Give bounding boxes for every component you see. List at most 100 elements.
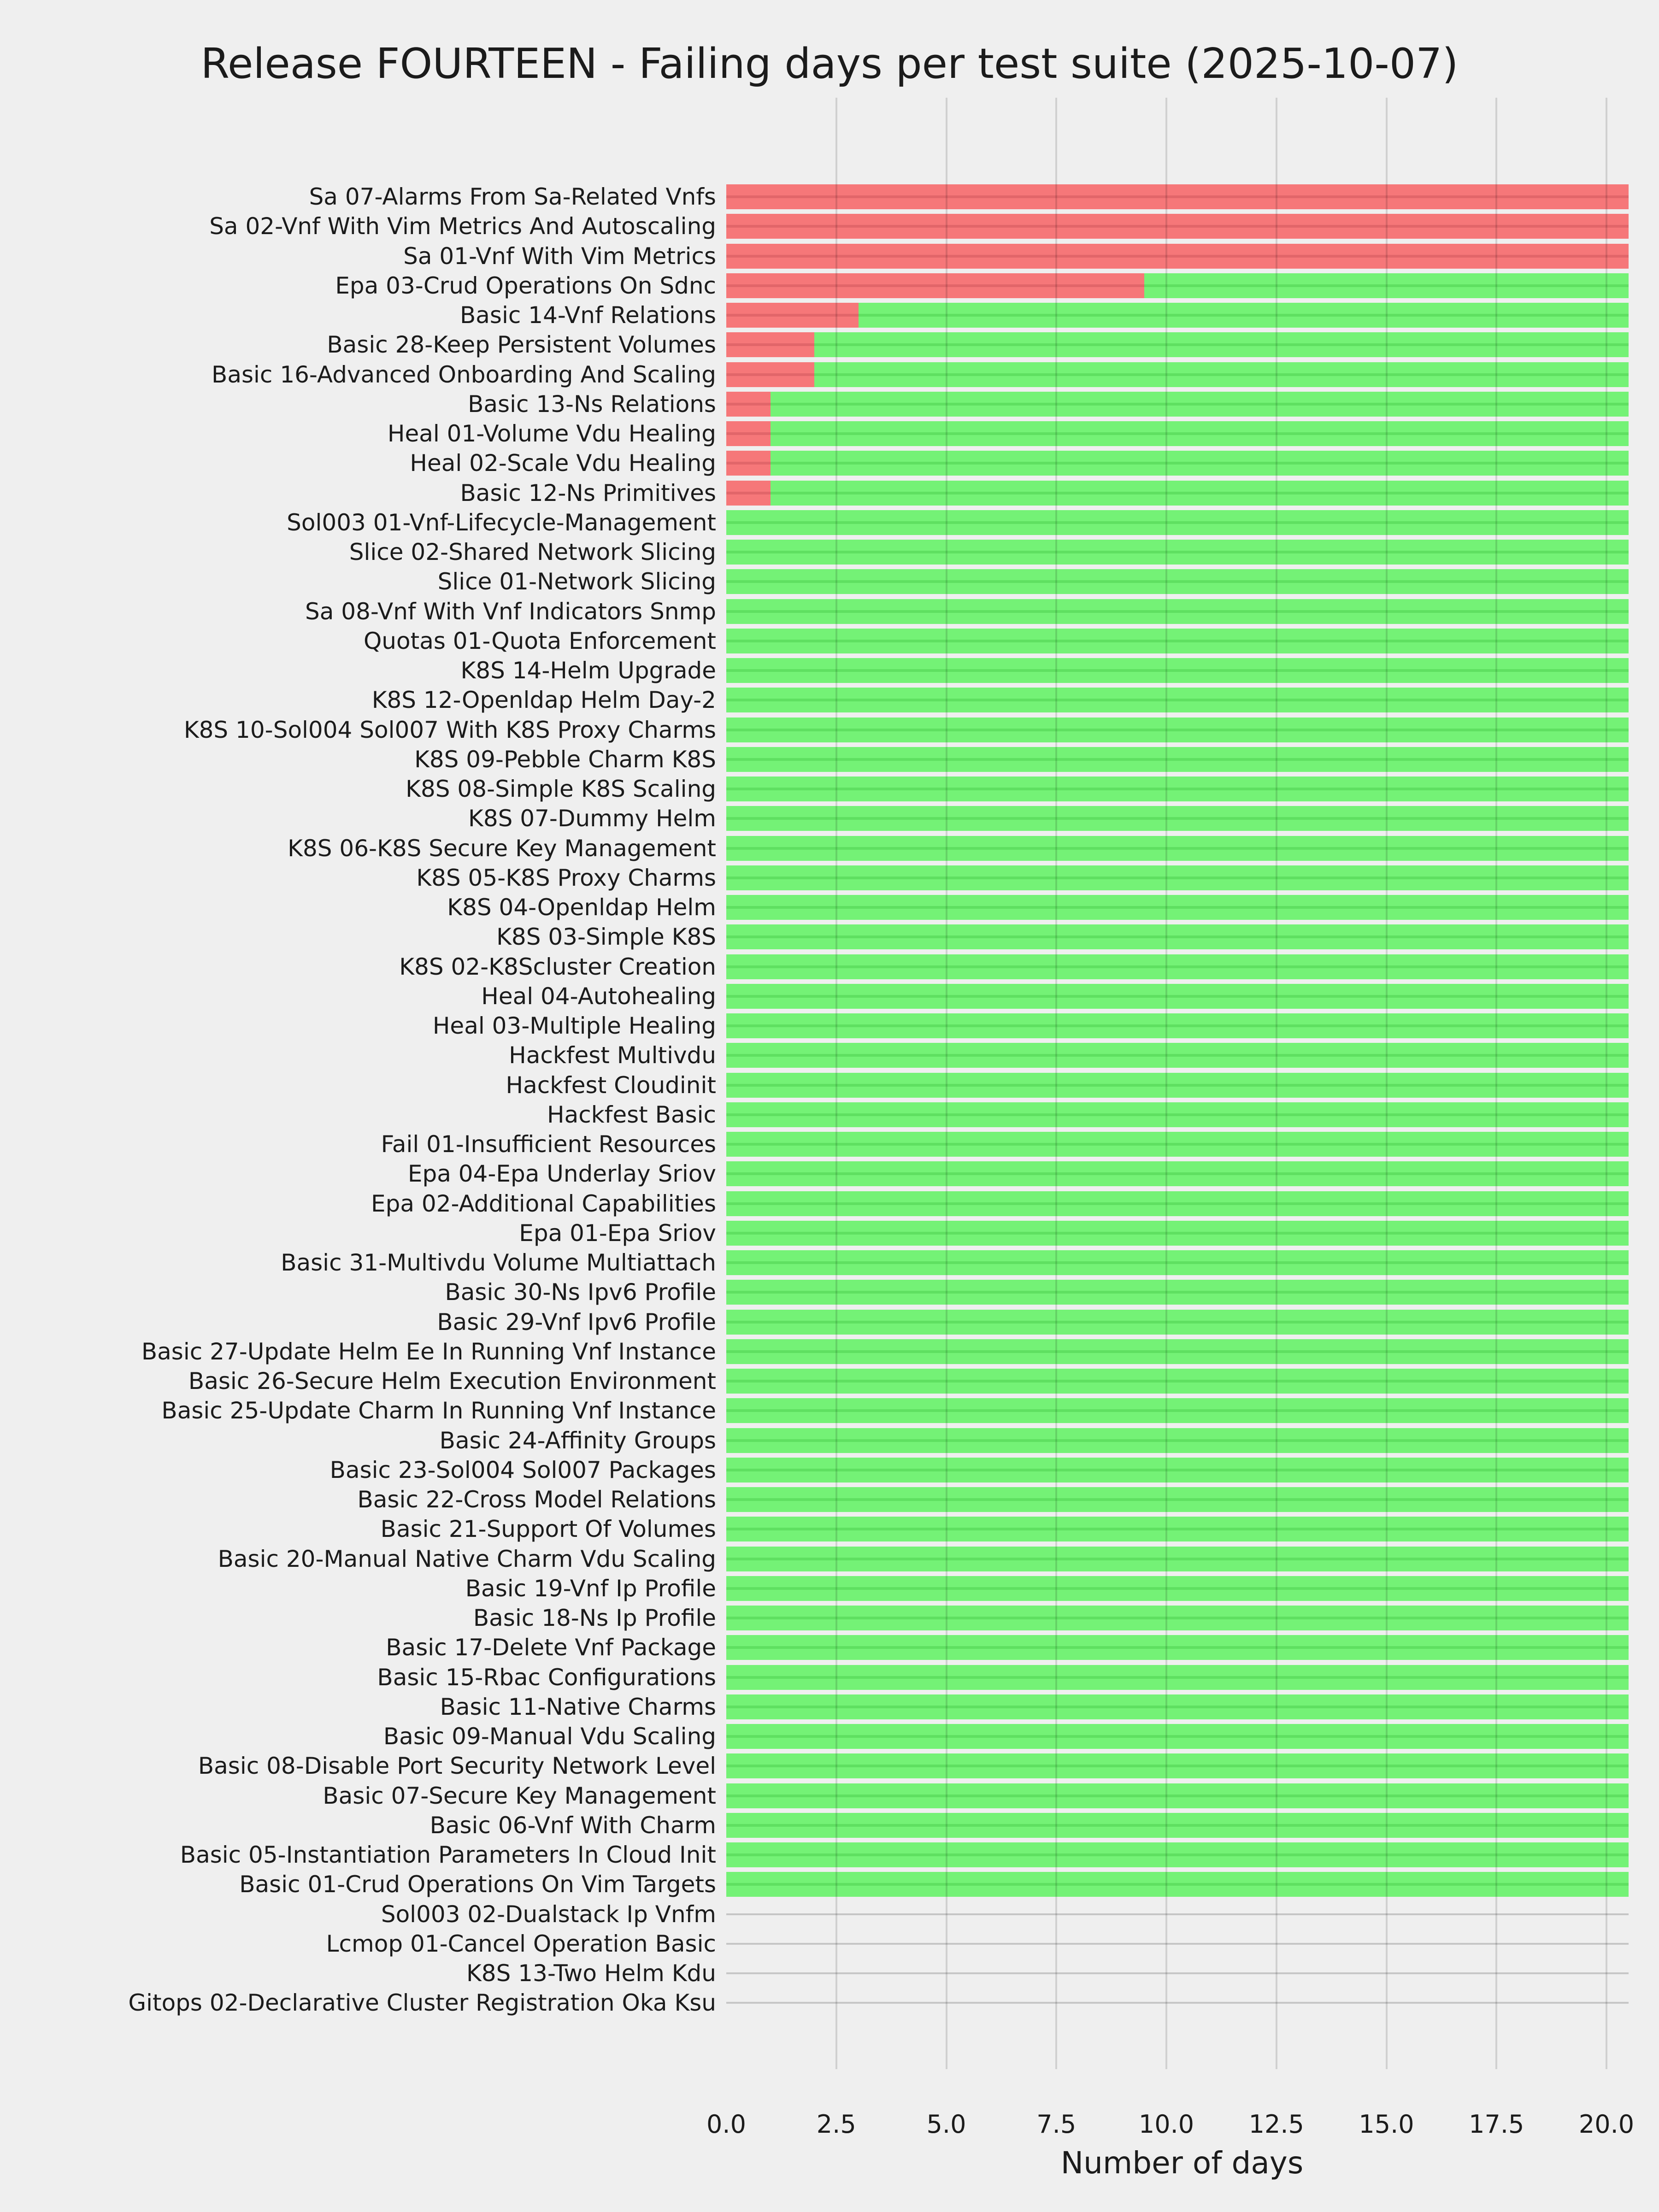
failing-days-bar <box>726 391 771 417</box>
no-data-line <box>726 2002 1629 2004</box>
passing-days-bar <box>726 1635 1629 1660</box>
y-tick-label: Basic 17-Delete Vnf Package <box>386 1634 716 1661</box>
y-tick-label: K8S 08-Simple K8S Scaling <box>406 776 716 802</box>
x-tick-label: 12.5 <box>1248 2110 1304 2139</box>
y-tick-label: Gitops 02-Declarative Cluster Registrati… <box>128 1989 716 2017</box>
y-tick-label: Hackfest Basic <box>547 1101 716 1128</box>
passing-days-bar <box>726 806 1629 831</box>
passing-days-bar <box>1144 273 1629 298</box>
passing-days-bar <box>726 688 1629 713</box>
passing-days-bar <box>726 1043 1629 1068</box>
passing-days-bar <box>726 1724 1629 1749</box>
y-tick-label: Hackfest Multivdu <box>509 1042 716 1069</box>
passing-days-bar <box>726 1665 1629 1690</box>
passing-days-bar <box>726 1546 1629 1571</box>
passing-days-bar <box>726 1250 1629 1275</box>
gridline-7.5 <box>1055 98 1058 2069</box>
failing-days-bar <box>726 303 859 328</box>
y-tick-label: Basic 24-Affinity Groups <box>439 1427 716 1454</box>
passing-days-bar <box>726 1517 1629 1542</box>
failing-days-bar <box>726 214 1629 239</box>
y-tick-label: Basic 27-Update Helm Ee In Running Vnf I… <box>141 1338 716 1365</box>
y-tick-label: Fail 01-Insufficient Resources <box>381 1131 716 1158</box>
no-data-line <box>726 1913 1629 1915</box>
y-tick-label: Basic 01-Crud Operations On Vim Targets <box>239 1871 716 1898</box>
y-tick-label: Heal 03-Multiple Healing <box>432 1012 716 1039</box>
y-tick-label: Epa 02-Additional Capabilities <box>371 1190 716 1217</box>
y-tick-label: Basic 15-Rbac Configurations <box>377 1664 716 1691</box>
passing-days-bar <box>726 1753 1629 1779</box>
y-tick-label: Heal 04-Autohealing <box>481 982 716 1010</box>
failing-days-bar <box>726 273 1145 298</box>
y-tick-label: Basic 08-Disable Port Security Network L… <box>198 1753 716 1780</box>
y-tick-label: Basic 25-Update Charm In Running Vnf Ins… <box>161 1397 716 1424</box>
passing-days-bar <box>726 1220 1629 1246</box>
y-tick-label: Basic 12-Ns Primitives <box>460 479 717 506</box>
passing-days-bar <box>726 777 1629 801</box>
x-tick-label: 5.0 <box>926 2110 966 2139</box>
gridline-15.0 <box>1385 98 1388 2069</box>
passing-days-bar <box>726 1369 1629 1394</box>
passing-days-bar <box>726 1457 1629 1483</box>
passing-days-bar <box>726 1132 1629 1157</box>
y-tick-label: Basic 14-Vnf Relations <box>459 302 716 329</box>
passing-days-bar <box>726 1398 1629 1424</box>
passing-days-bar <box>726 835 1629 861</box>
passing-days-bar <box>726 1487 1629 1512</box>
x-axis-label: Number of days <box>1060 2145 1304 2181</box>
passing-days-bar <box>726 1072 1629 1098</box>
passing-days-bar <box>858 303 1629 328</box>
gridline-5.0 <box>945 98 947 2069</box>
passing-days-bar <box>726 1842 1629 1867</box>
y-tick-label: Basic 11-Native Charms <box>440 1693 716 1720</box>
passing-days-bar <box>726 569 1629 594</box>
y-tick-label: Basic 16-Advanced Onboarding And Scaling <box>212 361 716 388</box>
passing-days-bar <box>726 1339 1629 1364</box>
y-tick-label: K8S 10-Sol004 Sol007 With K8S Proxy Char… <box>183 716 716 743</box>
y-tick-label: K8S 05-K8S Proxy Charms <box>416 864 716 891</box>
x-tick-label: 17.5 <box>1469 2110 1524 2139</box>
x-tick-label: 20.0 <box>1578 2110 1635 2139</box>
y-tick-label: Basic 21-Support Of Volumes <box>380 1516 716 1543</box>
gridline-12.5 <box>1275 98 1277 2069</box>
no-data-line <box>726 1942 1629 1945</box>
y-tick-label: Quotas 01-Quota Enforcement <box>363 627 716 654</box>
y-tick-label: Slice 02-Shared Network Slicing <box>349 539 716 565</box>
x-tick-label: 2.5 <box>816 2110 856 2139</box>
passing-days-bar <box>726 510 1629 535</box>
passing-days-bar <box>770 391 1629 417</box>
y-tick-label: Basic 09-Manual Vdu Scaling <box>383 1723 716 1750</box>
y-tick-label: Basic 31-Multivdu Volume Multiattach <box>281 1249 716 1276</box>
passing-days-bar <box>726 540 1629 565</box>
x-tick-label: 10.0 <box>1138 2110 1194 2139</box>
y-tick-label: Basic 18-Ns Ip Profile <box>473 1605 716 1631</box>
passing-days-bar <box>770 451 1629 476</box>
y-tick-label: Slice 01-Network Slicing <box>437 568 716 595</box>
y-tick-label: Epa 01-Epa Sriov <box>519 1219 716 1247</box>
failing-days-bar <box>726 243 1629 269</box>
passing-days-bar <box>726 1812 1629 1838</box>
y-tick-label: Basic 29-Vnf Ipv6 Profile <box>437 1308 716 1335</box>
y-tick-label: Basic 06-Vnf With Charm <box>429 1812 716 1839</box>
y-tick-label: Heal 02-Scale Vdu Healing <box>410 450 716 477</box>
passing-days-bar <box>726 983 1629 1009</box>
passing-days-bar <box>726 628 1629 653</box>
y-tick-label: Sol003 02-Dualstack Ip Vnfm <box>381 1900 716 1928</box>
passing-days-bar <box>814 332 1629 358</box>
y-tick-label: Basic 28-Keep Persistent Volumes <box>327 331 716 359</box>
y-tick-label: Basic 30-Ns Ipv6 Profile <box>445 1279 716 1306</box>
y-tick-label: K8S 12-Openldap Helm Day-2 <box>371 687 716 714</box>
passing-days-bar <box>726 1013 1629 1038</box>
y-tick-label: Basic 07-Secure Key Management <box>323 1782 716 1809</box>
passing-days-bar <box>726 1161 1629 1187</box>
failing-days-bar <box>726 480 771 506</box>
gridline-20.0 <box>1606 98 1607 2069</box>
passing-days-bar <box>726 895 1629 920</box>
y-tick-label: Basic 20-Manual Native Charm Vdu Scaling <box>218 1545 716 1572</box>
passing-days-bar <box>726 1576 1629 1601</box>
passing-days-bar <box>726 1872 1629 1897</box>
passing-days-bar <box>726 599 1629 624</box>
y-tick-label: Basic 05-Instantiation Parameters In Clo… <box>180 1841 716 1868</box>
passing-days-bar <box>726 1694 1629 1719</box>
y-tick-label: Basic 13-Ns Relations <box>468 390 716 418</box>
